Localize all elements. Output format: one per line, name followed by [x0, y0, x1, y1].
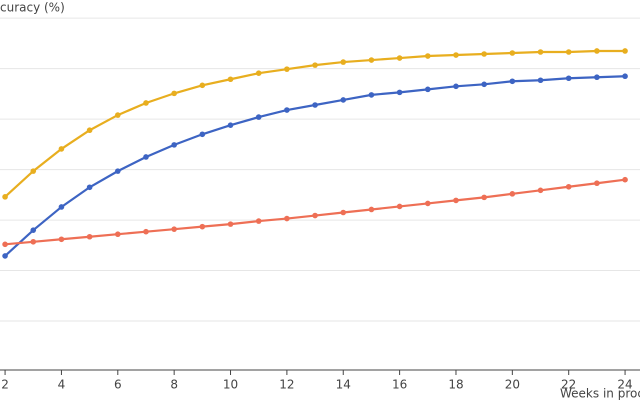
data-point: [227, 122, 234, 128]
data-point: [368, 92, 375, 98]
x-tick-label: 2: [1, 378, 9, 392]
data-point: [424, 200, 431, 207]
data-point: [58, 146, 65, 152]
x-tick-label: 16: [392, 378, 407, 392]
data-point: [537, 49, 544, 55]
data-point: [199, 223, 206, 230]
data-point: [509, 191, 516, 197]
data-point: [58, 204, 65, 210]
data-point: [284, 66, 290, 72]
data-point: [396, 55, 403, 61]
series-line: [4, 49, 626, 198]
data-point: [509, 78, 516, 85]
y-axis-title: curacy (%): [0, 1, 65, 15]
data-point: [86, 127, 93, 134]
data-point: [481, 81, 487, 88]
data-point: [594, 74, 600, 81]
data-point: [340, 97, 347, 103]
data-point: [312, 102, 318, 108]
data-point: [509, 50, 516, 56]
data-point: [114, 168, 121, 174]
data-point: [255, 70, 262, 76]
data-point: [171, 142, 177, 148]
data-point: [622, 176, 628, 183]
data-point: [143, 228, 149, 235]
data-point: [312, 212, 318, 219]
x-tick-label: 4: [58, 378, 66, 392]
data-point: [227, 221, 234, 227]
data-point: [2, 194, 8, 200]
data-point: [594, 48, 600, 54]
data-point: [368, 57, 375, 63]
data-point: [622, 48, 628, 54]
data-point: [481, 51, 487, 57]
data-point: [284, 215, 290, 222]
data-point: [171, 90, 177, 97]
series-line: [4, 178, 626, 246]
data-point: [58, 236, 65, 243]
data-point: [143, 100, 149, 106]
data-point: [340, 59, 347, 65]
data-point: [453, 52, 459, 58]
data-point: [340, 209, 347, 216]
data-point: [565, 183, 572, 190]
x-tick-label: 12: [279, 378, 294, 392]
data-point: [424, 53, 431, 59]
x-axis-title: Weeks in proc: [560, 387, 640, 400]
data-point: [396, 89, 403, 96]
data-point: [453, 83, 459, 90]
data-point: [199, 131, 206, 138]
x-tick-label: 20: [505, 378, 520, 392]
data-point: [537, 77, 544, 84]
x-tick-label: 14: [336, 378, 351, 392]
data-point: [453, 197, 459, 204]
data-point: [312, 62, 318, 68]
x-tick-label: 24: [617, 378, 632, 392]
data-point: [227, 76, 234, 83]
data-point: [368, 206, 375, 213]
data-point: [86, 233, 93, 240]
data-point: [396, 203, 403, 210]
data-point: [424, 86, 431, 93]
data-point: [255, 114, 262, 120]
data-point: [2, 241, 8, 248]
data-point: [30, 227, 37, 233]
data-point: [537, 187, 544, 194]
data-point: [171, 226, 177, 232]
data-point: [594, 180, 600, 187]
data-point: [2, 253, 8, 259]
data-point: [565, 49, 572, 55]
data-point: [199, 82, 206, 89]
data-point: [86, 184, 93, 191]
x-tick-label: 10: [223, 378, 238, 392]
x-tick-label: 6: [114, 378, 122, 392]
data-point: [114, 112, 121, 118]
data-point: [284, 107, 290, 113]
data-point: [30, 238, 37, 245]
data-point: [565, 75, 572, 82]
data-point: [143, 154, 149, 160]
data-point: [114, 231, 121, 238]
data-point: [30, 168, 37, 174]
data-point: [255, 218, 262, 224]
x-tick-label: 22: [561, 378, 576, 392]
x-tick-label: 18: [448, 378, 463, 392]
x-tick-label: 8: [170, 378, 178, 392]
data-point: [622, 73, 628, 80]
data-point: [481, 194, 487, 201]
